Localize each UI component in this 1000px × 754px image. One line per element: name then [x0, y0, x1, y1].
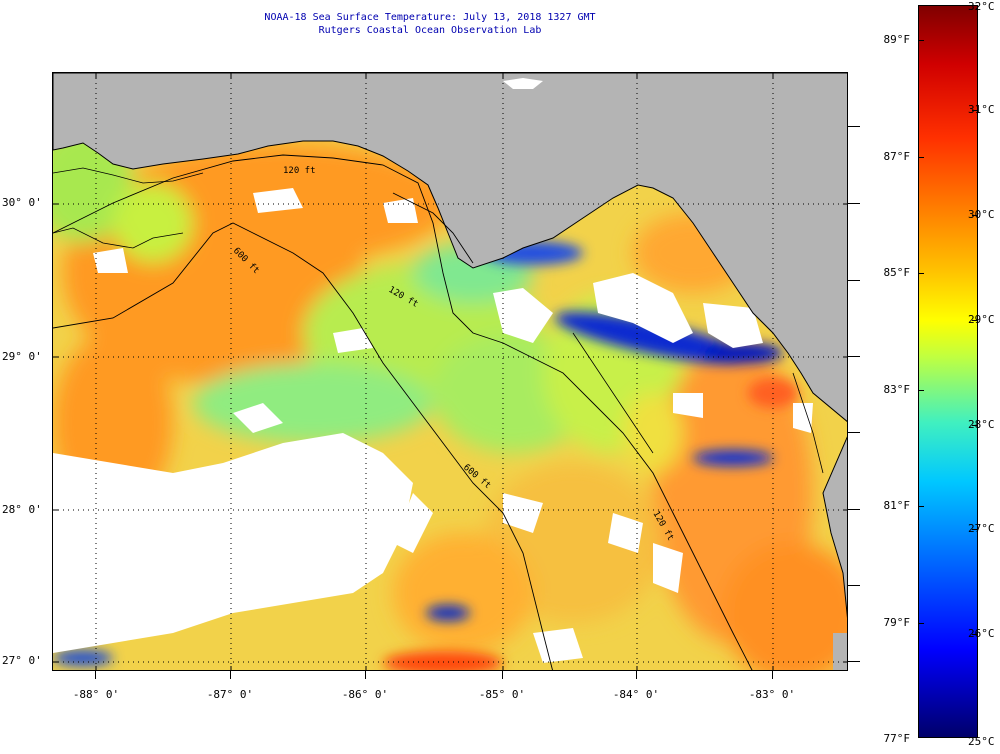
lat-label-30n: 30° 0' [2, 196, 42, 209]
lat-label-28n: 28° 0' [2, 503, 42, 516]
lon-label-86w: -86° 0' [341, 688, 389, 701]
colorbar-c-25: 25°C [968, 735, 995, 748]
lon-label-85w: -85° 0' [478, 688, 526, 701]
colorbar-c-26: 26°C [968, 627, 995, 640]
colorbar-c-31: 31°C [968, 103, 995, 116]
sst-map[interactable]: 120 ft 600 ft 600 ft 120 ft 120 ft [52, 72, 848, 671]
land-mass [53, 73, 847, 670]
coastline-detail [53, 167, 824, 474]
temperature-colorbar [918, 5, 978, 738]
lat-label-29n: 29° 0' [2, 350, 42, 363]
lat-label-27n: 27° 0' [2, 654, 42, 667]
colorbar-f-79: 79°F [883, 616, 911, 629]
colorbar-c-30: 30°C [968, 208, 995, 221]
lon-label-88w: -88° 0' [72, 688, 120, 701]
colorbar-f-87: 87°F [883, 150, 911, 163]
map-subtitle: Rutgers Coastal Ocean Observation Lab [318, 25, 542, 36]
cloud-mask [53, 188, 813, 663]
contour-label-120ft-coast: 120 ft [283, 166, 316, 176]
colorbar-f-89: 89°F [883, 33, 911, 46]
colorbar-f-85: 85°F [883, 266, 911, 279]
lon-label-84w: -84° 0' [612, 688, 660, 701]
lon-label-87w: -87° 0' [206, 688, 254, 701]
lon-label-83w: -83° 0' [748, 688, 796, 701]
colorbar-f-83: 83°F [883, 383, 911, 396]
map-title: NOAA-18 Sea Surface Temperature: July 13… [264, 12, 596, 23]
colorbar-c-32: 32°C [968, 0, 995, 13]
colorbar-f-81: 81°F [883, 499, 911, 512]
colorbar-c-27: 27°C [968, 522, 995, 535]
colorbar-c-28: 28°C [968, 418, 995, 431]
colorbar-f-77: 77°F [883, 732, 911, 745]
colorbar-c-29: 29°C [968, 313, 995, 326]
map-ticks [53, 73, 847, 670]
sst-map-canvas: 120 ft 600 ft 600 ft 120 ft 120 ft [53, 73, 847, 670]
bathymetry-contours [53, 154, 753, 670]
